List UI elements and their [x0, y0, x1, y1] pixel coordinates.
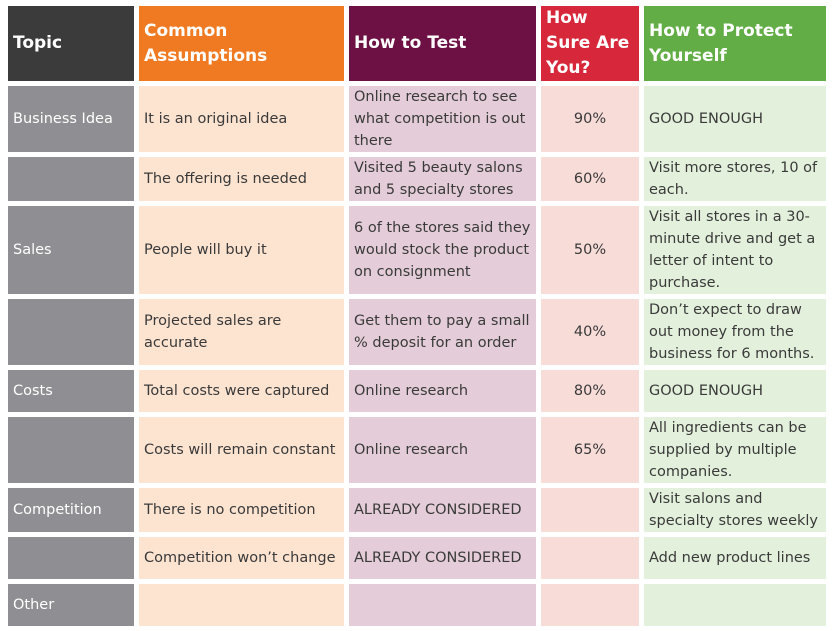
how-sure-cell: 90% [541, 86, 639, 152]
topic-cell [8, 299, 134, 365]
assumption-cell: The offering is needed [139, 157, 344, 201]
how-to-protect-cell: Add new product lines [644, 537, 826, 579]
assumption-cell [139, 584, 344, 626]
how-to-test-cell: ALREADY CONSIDERED [349, 537, 536, 579]
how-sure-cell: 50% [541, 206, 639, 294]
table-row: Costs Total costs were captured Online res… [8, 370, 826, 412]
how-sure-cell: 40% [541, 299, 639, 365]
assumption-cell: People will buy it [139, 206, 344, 294]
header-row: Topic Common Assumptions How to Test How… [8, 6, 826, 81]
header-how-to-protect: How to Protect Yourself [644, 6, 826, 81]
assumption-cell: Projected sales are accurate [139, 299, 344, 365]
assumption-cell: Competition won’t change [139, 537, 344, 579]
assumption-cell: Costs will remain constant [139, 417, 344, 483]
topic-cell: Sales [8, 206, 134, 294]
how-to-test-cell: Online research [349, 417, 536, 483]
table-row: Business Idea It is an original idea Onlin… [8, 86, 826, 152]
how-to-test-cell: Online research [349, 370, 536, 412]
table-row: Other [8, 584, 826, 626]
topic-cell [8, 157, 134, 201]
how-to-test-cell: ALREADY CONSIDERED [349, 488, 536, 532]
assumption-cell: Total costs were captured [139, 370, 344, 412]
topic-cell [8, 417, 134, 483]
how-sure-cell: 80% [541, 370, 639, 412]
assumption-cell: It is an original idea [139, 86, 344, 152]
header-common-assumptions: Common Assumptions [139, 6, 344, 81]
how-to-protect-cell: Don’t expect to draw out money from the … [644, 299, 826, 365]
how-to-protect-cell: GOOD ENOUGH [644, 370, 826, 412]
topic-cell: Other [8, 584, 134, 626]
how-to-protect-cell: Visit more stores, 10 of each. [644, 157, 826, 201]
header-topic: Topic [8, 6, 134, 81]
how-to-test-cell: Get them to pay a small % deposit for an… [349, 299, 536, 365]
how-to-test-cell: 6 of the stores said they would stock th… [349, 206, 536, 294]
header-how-to-test: How to Test [349, 6, 536, 81]
how-to-protect-cell [644, 584, 826, 626]
table-row: Competition won’t change ALREADY CONSIDER… [8, 537, 826, 579]
how-to-test-cell: Visited 5 beauty salons and 5 specialty … [349, 157, 536, 201]
how-sure-cell [541, 584, 639, 626]
header-how-sure: How Sure Are You? [541, 6, 639, 81]
table-row: Projected sales are accurate Get them to … [8, 299, 826, 365]
table-row: Costs will remain constant Online researc… [8, 417, 826, 483]
table-row: Sales People will buy it 6 of the stores s… [8, 206, 826, 294]
how-to-test-cell: Online research to see what competition … [349, 86, 536, 152]
table-row: Competition There is no competition ALREAD… [8, 488, 826, 532]
how-sure-cell [541, 537, 639, 579]
topic-cell: Business Idea [8, 86, 134, 152]
how-sure-cell [541, 488, 639, 532]
table-row: The offering is needed Visited 5 beauty s… [8, 157, 826, 201]
topic-cell: Competition [8, 488, 134, 532]
how-sure-cell: 60% [541, 157, 639, 201]
assumptions-table: Topic Common Assumptions How to Test How… [3, 1, 831, 631]
how-to-test-cell [349, 584, 536, 626]
topic-cell: Costs [8, 370, 134, 412]
topic-cell [8, 537, 134, 579]
assumption-cell: There is no competition [139, 488, 344, 532]
how-sure-cell: 65% [541, 417, 639, 483]
assumptions-table-wrapper: Topic Common Assumptions How to Test How… [8, 6, 831, 631]
how-to-protect-cell: Visit all stores in a 30-minute drive an… [644, 206, 826, 294]
how-to-protect-cell: Visit salons and specialty stores weekly [644, 488, 826, 532]
how-to-protect-cell: All ingredients can be supplied by multi… [644, 417, 826, 483]
how-to-protect-cell: GOOD ENOUGH [644, 86, 826, 152]
